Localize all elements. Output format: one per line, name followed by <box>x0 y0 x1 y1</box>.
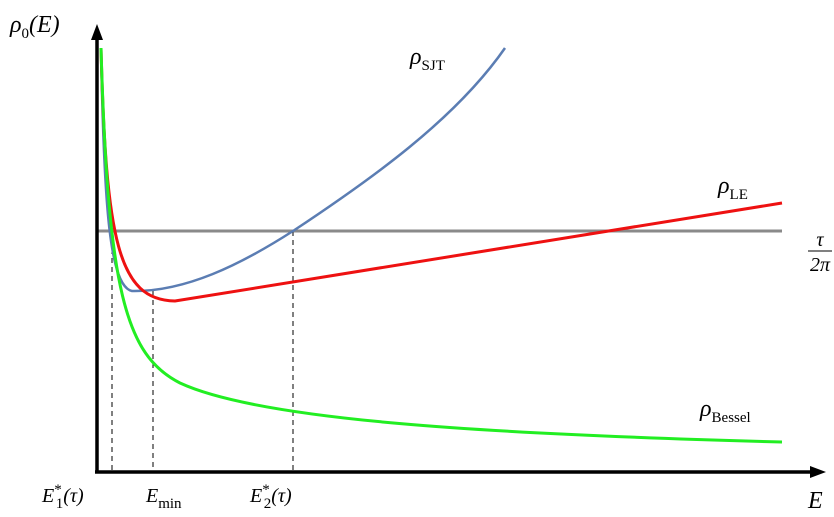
label-part: (τ) <box>271 485 292 507</box>
label-le: ρLE <box>717 173 748 203</box>
label-part: Bessel <box>712 410 751 426</box>
marker-emin: Emin <box>145 485 182 512</box>
label-part: min <box>158 496 182 512</box>
x-arrow <box>810 466 826 478</box>
label-part: E <box>145 485 158 507</box>
label-part: SJT <box>422 58 445 74</box>
label-part: * <box>54 482 62 498</box>
x-label: E <box>807 488 823 514</box>
marker-e1: E* 1(τ) <box>41 482 84 512</box>
level-num: τ <box>816 229 824 251</box>
label-part: ρ <box>717 173 730 199</box>
label-part: LE <box>730 187 748 203</box>
label-part: E <box>41 485 54 507</box>
curve-sjt <box>99 47 507 293</box>
dashed-guides <box>111 231 294 472</box>
label-part: ρ <box>9 12 22 38</box>
marker-e2: E* 2(τ) <box>249 482 292 512</box>
label-sjt: ρSJT <box>409 44 445 74</box>
curve-bessel <box>99 47 783 444</box>
label-part: * <box>262 482 270 498</box>
y-arrow <box>91 24 103 40</box>
y-label: ρ0(E) <box>9 12 60 42</box>
label-part: (τ) <box>63 485 84 507</box>
label-part: 1 <box>56 496 64 512</box>
label-part: ρ <box>699 396 712 422</box>
curve-le <box>99 47 783 303</box>
label-bessel: ρBessel <box>699 396 751 426</box>
level-den: 2π <box>810 254 831 276</box>
label-part: 0 <box>22 26 30 42</box>
label-part: E <box>249 485 262 507</box>
label-part: 2 <box>264 496 272 512</box>
label-part: ρ <box>409 44 422 70</box>
label-part: (E) <box>29 12 60 38</box>
